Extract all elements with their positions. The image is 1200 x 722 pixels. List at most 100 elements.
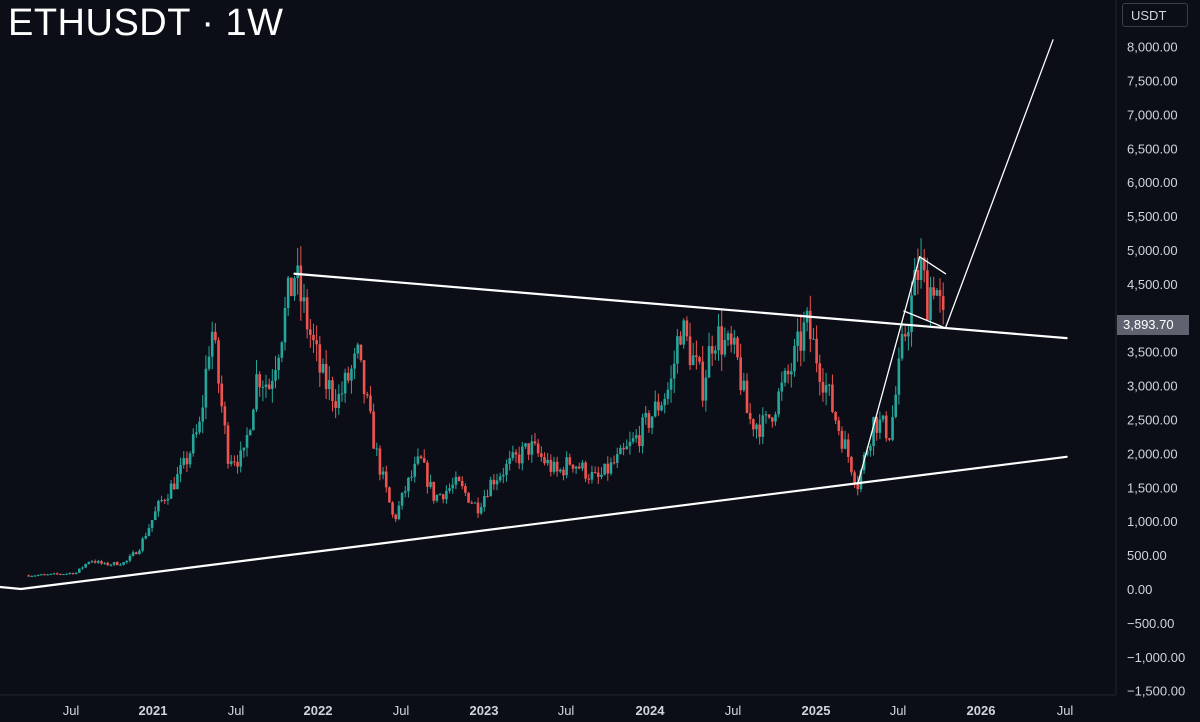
price-tick-label: 3,000.00 [1127,379,1178,394]
candle-up [128,555,132,561]
candle-down [365,394,369,396]
candle-up [565,457,568,476]
candle-down [217,340,220,384]
candle-up [524,443,527,447]
candle-up [283,307,287,343]
candle-down [378,448,382,475]
trendline[interactable] [903,310,947,329]
candle-down [555,461,559,472]
candle-down [767,414,771,418]
candle-down [856,482,860,490]
candle-up [255,374,258,410]
candle-up [546,459,549,464]
candle-up [153,511,157,521]
candle-up [761,415,765,437]
candle-up [252,409,255,431]
candle-down [533,441,537,444]
trendline[interactable] [19,455,1068,591]
candle-up [843,439,847,449]
candle-up [138,550,141,555]
candle-down [698,357,701,362]
time-tick-label: 2023 [470,703,499,718]
currency-unit-button[interactable]: USDT [1122,3,1188,27]
candle-up [790,371,793,375]
time-tick-label: 2026 [967,703,996,718]
trendline[interactable] [944,39,1054,329]
trendline[interactable] [857,256,921,485]
candle-up [264,384,268,387]
candle-up [644,413,648,418]
candle-up [302,297,306,302]
candle-up [619,447,622,455]
candle-up [676,336,679,364]
candle-down [837,420,841,431]
candle-down [701,361,704,401]
candle-down [571,464,575,469]
candle-down [549,459,553,472]
candle-down [688,336,692,366]
candle-up [559,469,562,472]
candle-down [527,443,530,455]
candle-down [720,326,723,355]
candle-down [331,380,334,402]
candle-up [74,572,78,575]
candle-up [913,269,917,296]
time-tick-label: Jul [890,703,907,718]
candle-up [109,564,113,566]
candle-up [261,386,265,388]
candle-down [318,344,322,373]
trendline[interactable] [919,256,947,275]
candle-up [824,385,828,393]
candle-up [448,488,451,491]
candle-up [704,377,708,401]
candle-down [312,334,315,341]
candle-down [679,336,682,345]
time-axis[interactable]: Jul 2021 Jul 2022 Jul 2023 Jul 2024 Jul 2025 Jul 20… [0,694,1116,718]
candle-up [672,363,676,379]
candle-down [384,471,388,488]
candle-up [483,495,486,508]
time-tick-label: Jul [558,703,575,718]
candle-up [783,370,787,383]
candle-down [391,502,394,515]
candle-down [258,374,261,388]
candle-down [739,357,742,391]
candle-up [30,575,34,577]
candle-up [581,462,584,469]
time-tick-label: 2025 [802,703,831,718]
candle-up [160,500,163,502]
candle-up [552,461,556,472]
candle-up [33,575,37,577]
time-tick-label: Jul [1057,703,1074,718]
candle-up [755,424,758,430]
candle-down [758,424,761,437]
candle-down [185,458,189,465]
candle-up [742,380,746,391]
candle-up [625,446,629,450]
candle-down [214,331,217,341]
candle-down [834,412,837,421]
candle-up [717,326,720,351]
candle-up [328,380,331,390]
time-tick-label: 2022 [304,703,333,718]
candle-down [476,502,480,514]
candle-up [353,353,356,369]
trendline[interactable] [293,272,1068,340]
price-axis[interactable]: 8,000.00 7,500.00 7,000.00 6,500.00 6,000.00… [1115,0,1185,699]
candle-down [394,514,398,520]
candle-up [122,562,125,565]
candle-up [631,438,635,442]
candle-down [815,338,818,364]
candle-down [517,454,521,464]
candle-down [388,487,391,503]
candle-down [470,502,473,504]
candle-down [736,337,739,358]
candle-up [935,290,939,296]
candle-down [172,483,176,490]
candle-down [584,462,587,479]
candle-up [46,574,49,576]
candle-up [802,322,806,351]
candle-up [445,490,448,500]
candle-up [897,358,901,395]
